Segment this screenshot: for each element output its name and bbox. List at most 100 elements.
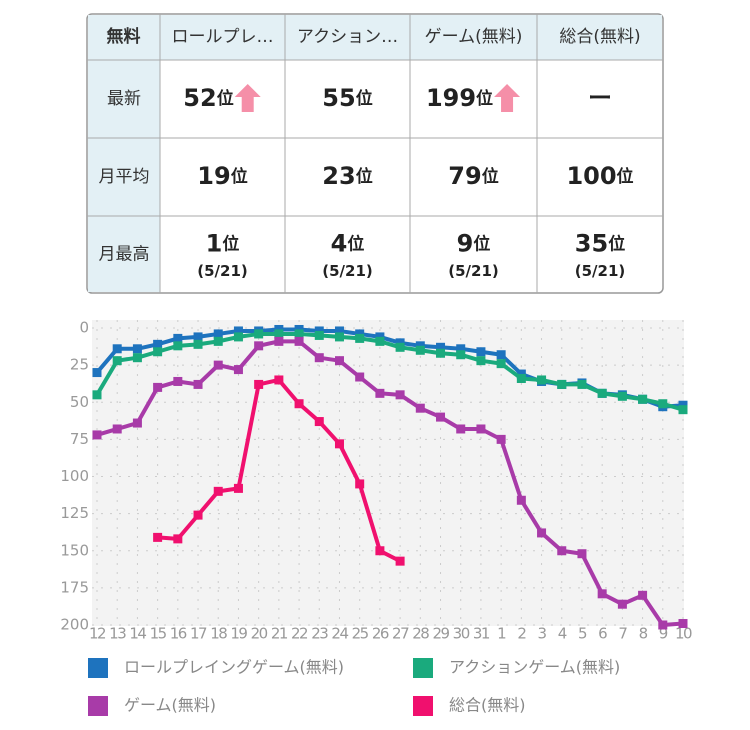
point-marker [294, 399, 304, 409]
column-header: ロールプレ… [172, 27, 274, 47]
point-marker [193, 379, 203, 389]
x-tick-label: 31 [473, 625, 490, 643]
point-marker [173, 534, 183, 544]
plot-background [92, 320, 684, 626]
rank-unit: 位 [222, 234, 239, 255]
y-tick-label: 150 [60, 541, 89, 559]
point-marker [213, 329, 223, 339]
point-marker [537, 528, 547, 538]
rank-unit: 位 [231, 166, 248, 187]
x-tick-label: 4 [558, 625, 567, 643]
x-tick-label: 8 [639, 625, 648, 643]
x-tick-label: 15 [150, 625, 167, 643]
x-tick-label: 27 [392, 625, 409, 643]
point-marker [173, 333, 183, 343]
legend-label: ロールプレイングゲーム(無料) [124, 658, 344, 677]
point-marker [233, 332, 243, 342]
point-marker [193, 339, 203, 349]
point-marker [112, 356, 122, 366]
x-tick-label: 20 [251, 625, 268, 643]
x-tick-label: 24 [331, 625, 348, 643]
table-frame [86, 13, 664, 294]
x-tick-label: 12 [89, 625, 106, 643]
x-tick-label: 13 [109, 625, 126, 643]
column-header: アクション… [297, 27, 398, 47]
point-marker [456, 350, 466, 360]
point-marker [415, 345, 425, 355]
point-marker [638, 394, 648, 404]
legend-swatch [88, 658, 108, 678]
x-tick-label: 19 [230, 625, 247, 643]
point-marker [334, 439, 344, 449]
point-marker [334, 326, 344, 336]
rank-unit: 位 [356, 88, 373, 109]
point-marker [395, 390, 405, 400]
rank: 35位 [575, 230, 625, 258]
point-marker [294, 329, 304, 339]
y-tick-label: 125 [60, 504, 89, 522]
date: (5/21) [197, 262, 248, 280]
rank-number: 35 [575, 230, 608, 258]
y-tick-label: 50 [70, 393, 89, 411]
rank-number: ー [588, 84, 612, 112]
x-tick-label: 28 [412, 625, 429, 643]
point-marker [658, 399, 668, 409]
rank: 23位 [322, 162, 372, 190]
rank-unit: 位 [608, 234, 625, 255]
point-marker [375, 546, 385, 556]
point-marker [233, 483, 243, 493]
x-tick-label: 29 [432, 625, 449, 643]
point-marker [436, 342, 446, 352]
point-marker [112, 424, 122, 434]
point-marker [557, 379, 567, 389]
rank: 100位 [566, 162, 633, 190]
rank: 52位 [183, 84, 233, 112]
x-tick-label: 2 [517, 625, 526, 643]
rank-number: 1 [206, 230, 223, 258]
legend-swatch [88, 696, 108, 716]
rank-number: 199 [426, 84, 476, 112]
point-marker [678, 619, 688, 629]
x-tick-label: 7 [618, 625, 627, 643]
x-tick-label: 5 [578, 625, 587, 643]
rank-number: 23 [322, 162, 355, 190]
rank: 4位 [331, 230, 365, 258]
rank: 55位 [322, 84, 372, 112]
point-marker [617, 599, 627, 609]
y-tick-label: 0 [79, 319, 89, 337]
point-marker [132, 418, 142, 428]
point-marker [254, 379, 264, 389]
point-marker [355, 372, 365, 382]
point-marker [132, 344, 142, 354]
rank-unit: 位 [476, 88, 493, 109]
x-tick-label: 1 [497, 625, 506, 643]
point-marker [375, 388, 385, 398]
corner-label: 無料 [107, 26, 141, 47]
y-tick-label: 200 [60, 616, 89, 634]
point-marker [213, 336, 223, 346]
x-tick-label: 14 [129, 625, 146, 643]
point-marker [436, 348, 446, 358]
rank: ー [588, 84, 612, 112]
x-tick-label: 30 [453, 625, 470, 643]
point-marker [294, 336, 304, 346]
point-marker [193, 332, 203, 342]
x-tick-label: 25 [352, 625, 369, 643]
point-marker [355, 333, 365, 343]
row-label: 月最高 [99, 245, 150, 265]
point-marker [274, 375, 284, 385]
point-marker [314, 417, 324, 427]
point-marker [597, 388, 607, 398]
point-marker [496, 359, 506, 369]
x-tick-label: 6 [598, 625, 607, 643]
legend-label: アクションゲーム(無料) [449, 658, 620, 677]
point-marker [456, 344, 466, 354]
rank-unit: 位 [482, 166, 499, 187]
point-marker [496, 350, 506, 360]
point-marker [516, 495, 526, 505]
rank: 9位 [457, 230, 491, 258]
point-marker [92, 390, 102, 400]
rank: 19位 [197, 162, 247, 190]
rank-number: 79 [448, 162, 481, 190]
